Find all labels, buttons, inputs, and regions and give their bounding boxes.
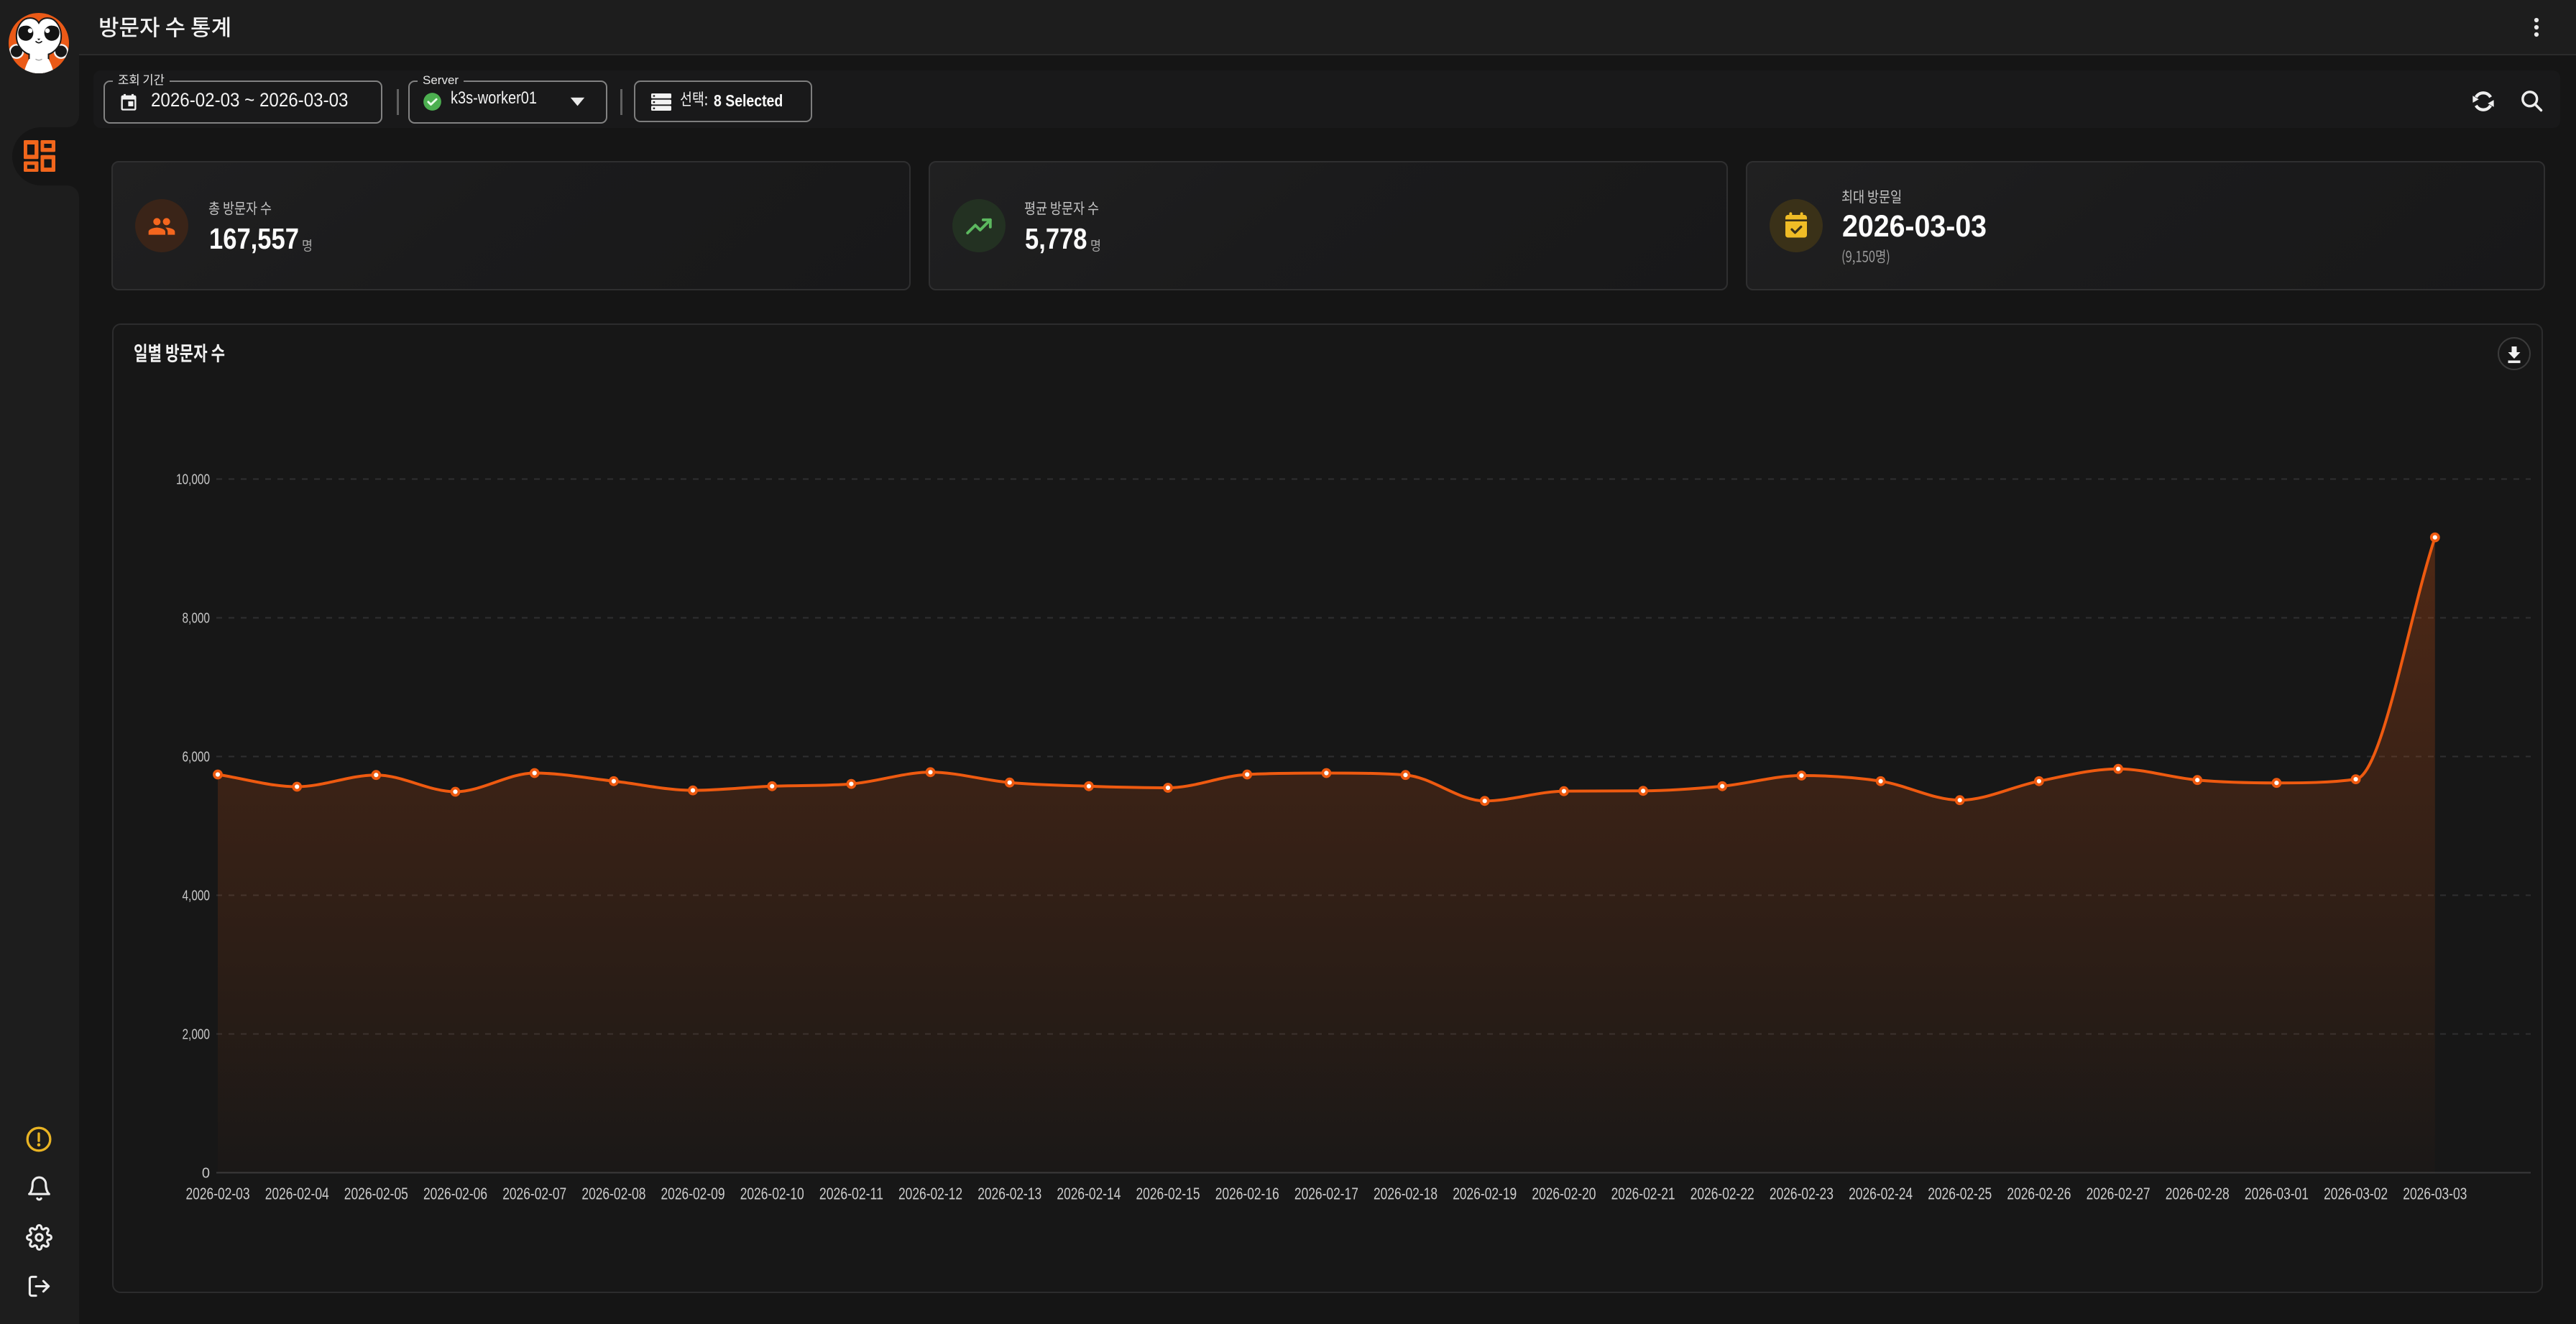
svg-text:2026-03-03: 2026-03-03 <box>2403 1184 2467 1203</box>
svg-text:2026-02-12: 2026-02-12 <box>898 1184 962 1203</box>
svg-text:2026-02-20: 2026-02-20 <box>1532 1184 1596 1203</box>
svg-text:2026-02-25: 2026-02-25 <box>1928 1184 1992 1203</box>
svg-text:2026-02-28: 2026-02-28 <box>2166 1184 2230 1203</box>
svg-text:4,000: 4,000 <box>183 888 211 904</box>
svg-text:2026-02-21: 2026-02-21 <box>1611 1184 1675 1203</box>
svg-text:0: 0 <box>202 1166 210 1182</box>
svg-text:2026-02-19: 2026-02-19 <box>1453 1184 1517 1203</box>
svg-text:2026-02-27: 2026-02-27 <box>2087 1184 2150 1203</box>
svg-text:2026-02-03: 2026-02-03 <box>186 1184 250 1203</box>
svg-text:2026-03-02: 2026-03-02 <box>2324 1184 2388 1203</box>
svg-text:2026-02-16: 2026-02-16 <box>1215 1184 1279 1203</box>
svg-text:6,000: 6,000 <box>183 750 211 766</box>
svg-text:2026-02-26: 2026-02-26 <box>2007 1184 2071 1203</box>
svg-text:2026-02-10: 2026-02-10 <box>740 1184 804 1203</box>
svg-text:2026-02-17: 2026-02-17 <box>1294 1184 1358 1203</box>
svg-text:2026-02-08: 2026-02-08 <box>581 1184 645 1203</box>
svg-text:2026-02-05: 2026-02-05 <box>344 1184 408 1203</box>
svg-text:2026-02-13: 2026-02-13 <box>978 1184 1041 1203</box>
svg-text:2026-02-18: 2026-02-18 <box>1374 1184 1438 1203</box>
svg-text:2026-02-06: 2026-02-06 <box>423 1184 487 1203</box>
svg-text:2026-02-23: 2026-02-23 <box>1770 1184 1834 1203</box>
svg-text:2026-02-04: 2026-02-04 <box>265 1184 329 1203</box>
svg-text:2026-02-15: 2026-02-15 <box>1136 1184 1200 1203</box>
svg-text:2026-02-22: 2026-02-22 <box>1690 1184 1754 1203</box>
svg-text:2026-03-01: 2026-03-01 <box>2245 1184 2309 1203</box>
svg-text:2026-02-14: 2026-02-14 <box>1057 1184 1121 1203</box>
svg-text:2026-02-11: 2026-02-11 <box>819 1184 883 1203</box>
svg-text:2026-02-07: 2026-02-07 <box>502 1184 566 1203</box>
svg-text:8,000: 8,000 <box>183 611 211 627</box>
svg-text:2026-02-09: 2026-02-09 <box>661 1184 725 1203</box>
svg-text:10,000: 10,000 <box>176 472 210 488</box>
svg-text:2026-02-24: 2026-02-24 <box>1849 1184 1913 1203</box>
svg-text:2,000: 2,000 <box>183 1027 211 1043</box>
